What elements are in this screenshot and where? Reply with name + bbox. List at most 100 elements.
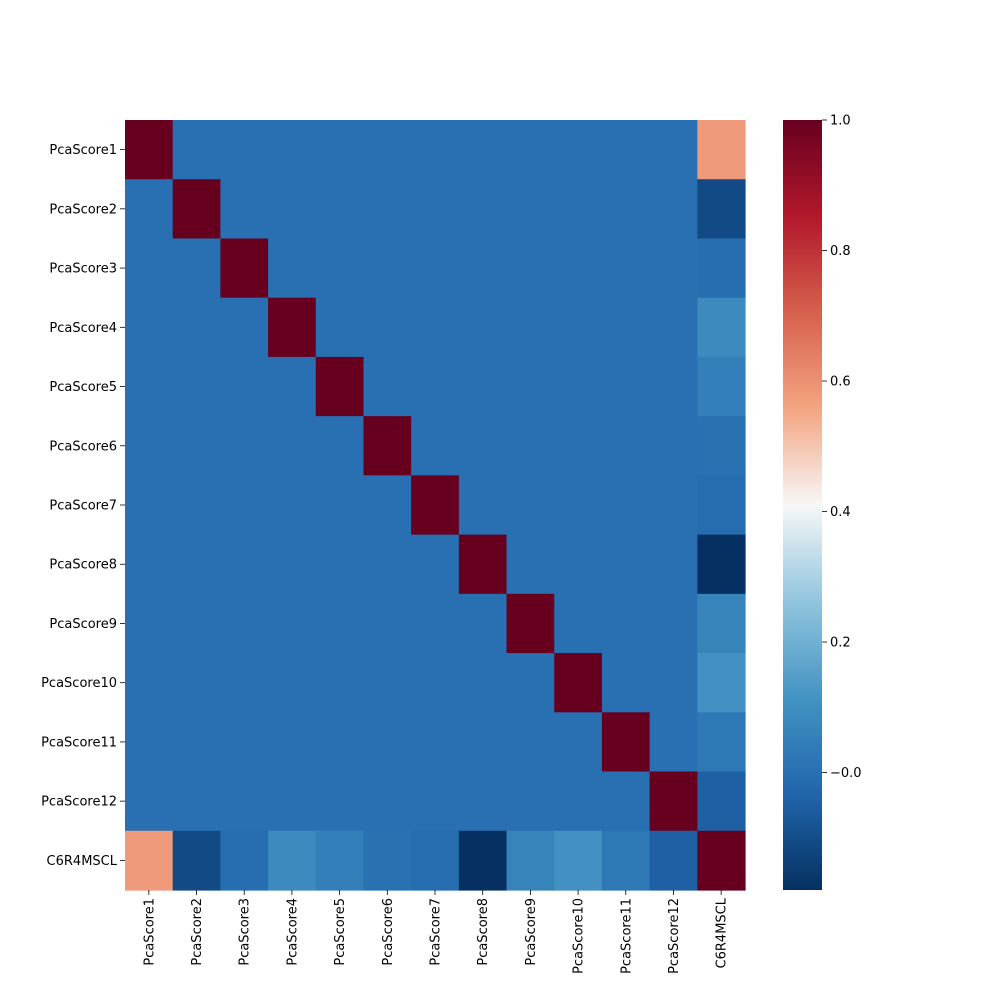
y-tick-label: PcaScore2 xyxy=(49,202,117,217)
heatmap-cell xyxy=(172,830,221,891)
heatmap-cell xyxy=(506,179,555,240)
heatmap-cell xyxy=(649,712,698,773)
heatmap-cell xyxy=(601,120,651,180)
y-tick-labels: PcaScore1 PcaScore2 PcaScore3 PcaScore4 PcaS… xyxy=(41,143,125,869)
x-tick-label: PcaScore12 xyxy=(667,898,682,974)
heatmap-cell xyxy=(554,771,603,832)
heatmap-cell xyxy=(458,830,508,891)
heatmap-cell xyxy=(697,475,746,536)
heatmap-cell xyxy=(268,830,317,891)
heatmap-cell xyxy=(649,297,698,358)
y-tick-label: PcaScore12 xyxy=(41,795,117,810)
heatmap-cell xyxy=(458,179,508,240)
heatmap-cell xyxy=(315,297,365,358)
heatmap-cell xyxy=(172,120,221,180)
heatmap-cell xyxy=(506,416,555,476)
heatmap-cell xyxy=(315,179,365,240)
heatmap-cell xyxy=(601,416,651,476)
heatmap-cell xyxy=(363,120,412,180)
heatmap-cell xyxy=(268,653,317,713)
heatmap-cell xyxy=(220,416,269,476)
heatmap-cell xyxy=(220,475,269,536)
heatmap-cell xyxy=(315,712,365,773)
y-tick-label: PcaScore9 xyxy=(49,617,117,632)
heatmap-cell xyxy=(554,653,603,713)
heatmap-cell xyxy=(172,712,221,773)
heatmap-cell xyxy=(172,534,221,595)
heatmap-cell xyxy=(220,297,269,358)
heatmap-cell xyxy=(363,475,412,536)
heatmap-cell xyxy=(458,771,508,832)
heatmap-cell xyxy=(411,297,460,358)
heatmap-cell xyxy=(315,593,365,654)
heatmap-cell xyxy=(601,771,651,832)
colorbar-tick-label: −0.0 xyxy=(830,766,862,781)
heatmap-cell xyxy=(363,593,412,654)
heatmap-cell xyxy=(411,356,460,417)
y-tick-label: PcaScore8 xyxy=(49,558,117,573)
heatmap-cell xyxy=(554,593,603,654)
heatmap-cell xyxy=(172,653,221,713)
heatmap-cell xyxy=(172,771,221,832)
heatmap-cell xyxy=(601,475,651,536)
heatmap-cell xyxy=(315,830,365,891)
heatmap-cell xyxy=(458,534,508,595)
heatmap-cell xyxy=(601,297,651,358)
heatmap-cell xyxy=(458,238,508,299)
y-tick-label: PcaScore11 xyxy=(41,735,117,750)
heatmap-cell xyxy=(363,179,412,240)
heatmap-cell xyxy=(649,120,698,180)
heatmap-cell xyxy=(220,712,269,773)
heatmap-cell xyxy=(125,771,174,832)
heatmap-cell xyxy=(315,238,365,299)
x-tick-labels: PcaScore1 PcaScore2 PcaScore3 PcaScore4 PcaS… xyxy=(142,890,730,974)
heatmap-cell xyxy=(649,653,698,713)
heatmap-cell xyxy=(458,475,508,536)
heatmap-cell xyxy=(601,238,651,299)
heatmap-cell xyxy=(220,534,269,595)
heatmap-cell xyxy=(506,712,555,773)
heatmap-cell xyxy=(411,475,460,536)
heatmap-cell xyxy=(601,593,651,654)
heatmap-cell xyxy=(363,534,412,595)
heatmap-cell xyxy=(649,179,698,240)
heatmap-cell xyxy=(411,653,460,713)
colorbar-gradient xyxy=(783,120,822,890)
heatmap-cell xyxy=(315,653,365,713)
heatmap-cell xyxy=(554,830,603,891)
heatmap-cell xyxy=(554,120,603,180)
x-tick-label: PcaScore10 xyxy=(572,898,587,974)
heatmap-cell xyxy=(601,830,651,891)
heatmap-cell xyxy=(506,653,555,713)
heatmap-cell xyxy=(125,238,174,299)
heatmap-cell xyxy=(411,593,460,654)
heatmap-cell xyxy=(697,238,746,299)
heatmap-cell xyxy=(220,830,269,891)
heatmap-cell xyxy=(697,120,746,180)
heatmap-cell xyxy=(601,356,651,417)
heatmap-cell xyxy=(172,297,221,358)
heatmap-cell xyxy=(125,297,174,358)
heatmap-cell xyxy=(506,120,555,180)
y-tick-label: PcaScore10 xyxy=(41,676,117,691)
heatmap-cell xyxy=(697,534,746,595)
heatmap-cell xyxy=(363,771,412,832)
heatmap-cell xyxy=(458,356,508,417)
heatmap-cell xyxy=(268,475,317,536)
heatmap-cell xyxy=(649,238,698,299)
heatmap-cell xyxy=(125,475,174,536)
heatmap-cell xyxy=(458,416,508,476)
heatmap-cell xyxy=(601,534,651,595)
heatmap-cell xyxy=(220,238,269,299)
heatmap-cell xyxy=(506,830,555,891)
heatmap-cell xyxy=(268,179,317,240)
x-tick-label: PcaScore6 xyxy=(381,898,396,966)
heatmap-cell xyxy=(601,712,651,773)
heatmap-cell xyxy=(268,712,317,773)
heatmap-cell xyxy=(268,593,317,654)
x-tick-label: PcaScore1 xyxy=(142,898,157,966)
heatmap-cell xyxy=(125,416,174,476)
y-tick-label: PcaScore1 xyxy=(49,143,117,158)
heatmap-cell xyxy=(125,712,174,773)
